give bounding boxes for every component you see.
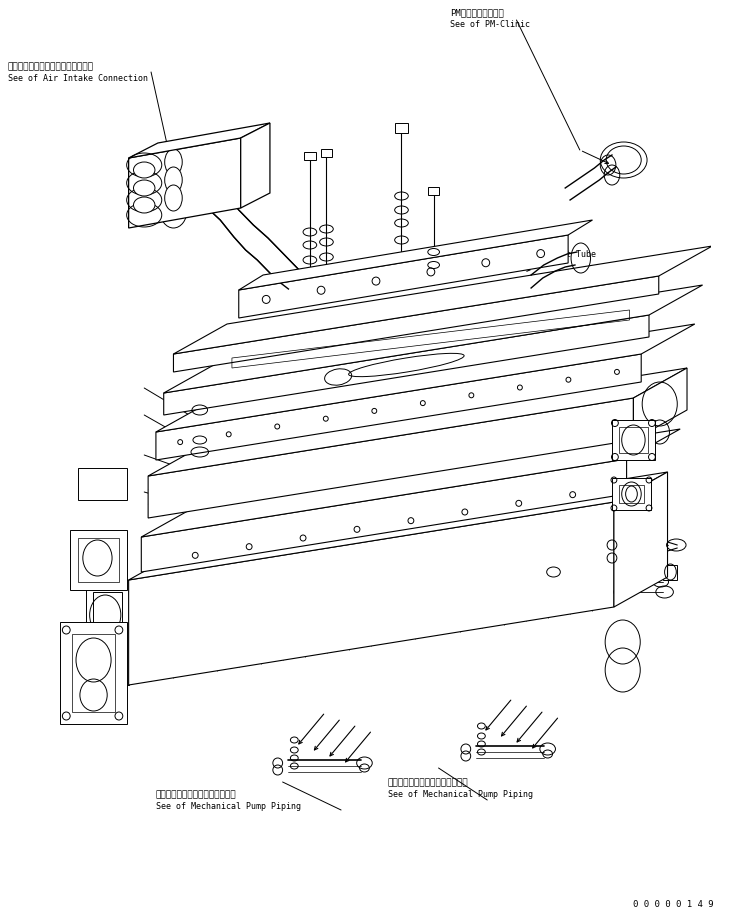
Polygon shape [304,152,316,160]
Polygon shape [239,235,568,318]
Polygon shape [156,354,641,460]
Polygon shape [663,565,677,580]
Polygon shape [241,123,270,208]
Polygon shape [128,502,614,685]
Polygon shape [612,420,655,460]
Ellipse shape [134,162,155,178]
Text: See of Boost Tube: See of Boost Tube [510,250,596,259]
Polygon shape [174,276,658,372]
Polygon shape [142,429,680,537]
Polygon shape [428,187,439,195]
Text: メカニカルポンプバイピング参照: メカニカルポンプバイピング参照 [388,778,469,787]
Ellipse shape [165,149,182,175]
Polygon shape [85,580,128,685]
Polygon shape [78,468,127,500]
Text: See of Mechanical Pump Piping: See of Mechanical Pump Piping [156,802,301,811]
Polygon shape [156,324,695,432]
Text: 0 0 0 0 0 1 4 9: 0 0 0 0 0 1 4 9 [634,900,714,909]
Polygon shape [128,123,270,158]
Polygon shape [164,285,702,393]
Polygon shape [128,138,241,228]
Polygon shape [320,149,332,157]
Polygon shape [164,315,649,415]
Polygon shape [142,459,626,572]
Text: PM－クリニック参照: PM－クリニック参照 [450,8,504,17]
Polygon shape [239,220,593,290]
Text: メカニカルポンプバイピング参照: メカニカルポンプバイピング参照 [156,790,237,799]
Polygon shape [614,472,667,607]
Text: See of PM-Clinic: See of PM-Clinic [450,20,530,29]
Polygon shape [70,530,127,590]
Text: See of Air Intake Connection: See of Air Intake Connection [8,74,147,83]
Polygon shape [395,123,408,133]
Text: ブーストチューブ参照: ブーストチューブ参照 [510,238,564,247]
Polygon shape [210,178,307,289]
Ellipse shape [134,180,155,196]
Polygon shape [174,246,712,354]
Polygon shape [128,472,667,580]
Polygon shape [148,398,634,518]
Polygon shape [61,622,127,724]
Polygon shape [634,368,687,440]
Text: エアーインテークコネクション参照: エアーインテークコネクション参照 [8,62,93,71]
Polygon shape [612,478,651,510]
Text: See of Mechanical Pump Piping: See of Mechanical Pump Piping [388,790,533,799]
Ellipse shape [165,185,182,211]
Ellipse shape [134,197,155,213]
Ellipse shape [165,167,182,193]
Polygon shape [148,368,687,476]
